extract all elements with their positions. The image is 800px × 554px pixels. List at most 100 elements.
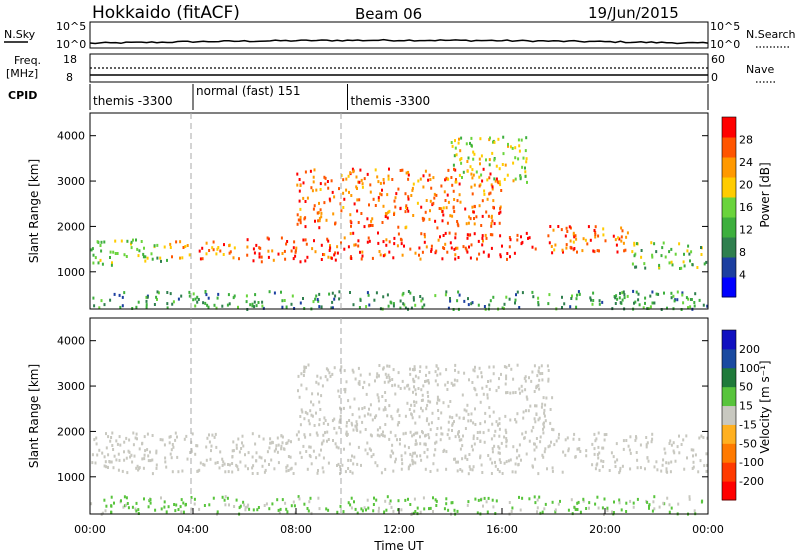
data-point xyxy=(354,243,357,247)
data-point xyxy=(453,508,456,512)
data-point xyxy=(552,228,555,232)
data-point xyxy=(644,296,647,300)
beam-title: Beam 06 xyxy=(355,5,422,23)
data-point xyxy=(456,199,459,203)
data-point xyxy=(429,428,432,432)
data-point xyxy=(456,379,459,383)
data-point xyxy=(473,217,475,220)
data-point xyxy=(542,455,545,459)
data-point xyxy=(423,507,426,511)
data-point xyxy=(231,455,234,458)
data-point xyxy=(305,242,308,246)
data-point xyxy=(364,448,367,452)
data-point xyxy=(284,501,287,505)
data-point xyxy=(382,434,385,438)
data-point xyxy=(456,220,459,223)
data-point xyxy=(237,468,240,472)
data-point xyxy=(419,510,422,514)
data-point xyxy=(177,508,180,511)
data-point xyxy=(123,495,126,499)
data-point xyxy=(103,464,106,468)
data-point xyxy=(260,255,263,259)
data-point xyxy=(504,163,507,167)
data-point xyxy=(348,442,351,446)
data-point xyxy=(286,441,289,445)
data-point xyxy=(392,469,395,473)
data-point xyxy=(469,256,472,260)
nave-tick-bottom: 0 xyxy=(711,71,718,84)
data-point xyxy=(629,467,632,471)
data-point xyxy=(460,136,463,140)
data-point xyxy=(503,365,506,369)
data-point xyxy=(418,246,421,250)
data-point xyxy=(137,300,140,304)
data-point xyxy=(501,306,504,310)
data-point xyxy=(432,176,435,180)
data-point xyxy=(532,295,535,299)
data-point xyxy=(508,236,511,239)
data-point xyxy=(298,497,301,501)
data-point xyxy=(182,510,185,514)
data-point xyxy=(486,393,489,397)
data-point xyxy=(427,394,430,398)
data-point xyxy=(126,471,129,475)
data-point xyxy=(409,463,412,467)
data-point xyxy=(705,463,708,467)
data-point xyxy=(186,457,189,461)
data-point xyxy=(376,393,379,397)
data-point xyxy=(595,437,598,441)
data-point xyxy=(567,508,570,512)
colorbar-tick-label: 16 xyxy=(739,201,753,214)
data-point xyxy=(327,255,330,259)
data-point xyxy=(357,366,360,370)
data-point xyxy=(458,435,461,439)
data-point xyxy=(615,243,618,247)
data-point xyxy=(597,506,600,510)
data-point xyxy=(221,495,224,499)
data-point xyxy=(208,433,210,437)
data-point xyxy=(375,375,378,379)
data-point xyxy=(376,433,379,437)
data-point xyxy=(349,171,352,175)
data-point xyxy=(188,253,191,257)
data-point xyxy=(311,189,314,193)
data-point xyxy=(163,443,166,447)
data-point xyxy=(320,211,323,215)
data-point xyxy=(469,217,472,221)
data-point xyxy=(387,304,390,308)
data-point xyxy=(324,419,327,422)
data-point xyxy=(493,177,496,181)
data-point xyxy=(287,439,290,443)
data-point xyxy=(244,453,246,457)
data-point xyxy=(228,503,230,507)
data-point xyxy=(539,511,542,515)
data-point xyxy=(316,298,319,301)
data-point xyxy=(542,422,545,426)
data-point xyxy=(672,441,675,445)
data-point xyxy=(169,452,172,456)
data-point xyxy=(647,459,650,463)
data-point xyxy=(351,454,353,458)
data-point xyxy=(501,472,504,475)
data-point xyxy=(486,510,489,514)
data-point xyxy=(430,244,433,248)
data-point xyxy=(318,507,321,511)
colorbar-swatch xyxy=(722,217,736,238)
data-point xyxy=(402,432,405,436)
data-point xyxy=(557,436,560,440)
data-point xyxy=(241,434,244,438)
data-point xyxy=(543,425,546,429)
data-point xyxy=(289,455,292,459)
data-point xyxy=(387,380,390,384)
data-point xyxy=(444,231,447,235)
data-point xyxy=(123,440,126,444)
data-point xyxy=(484,233,487,237)
data-point xyxy=(437,367,440,371)
data-point xyxy=(470,412,473,416)
data-point xyxy=(406,207,409,210)
data-point xyxy=(333,366,336,370)
data-point xyxy=(517,462,520,466)
data-point xyxy=(434,370,437,374)
data-point xyxy=(485,500,488,504)
data-point xyxy=(368,203,370,207)
